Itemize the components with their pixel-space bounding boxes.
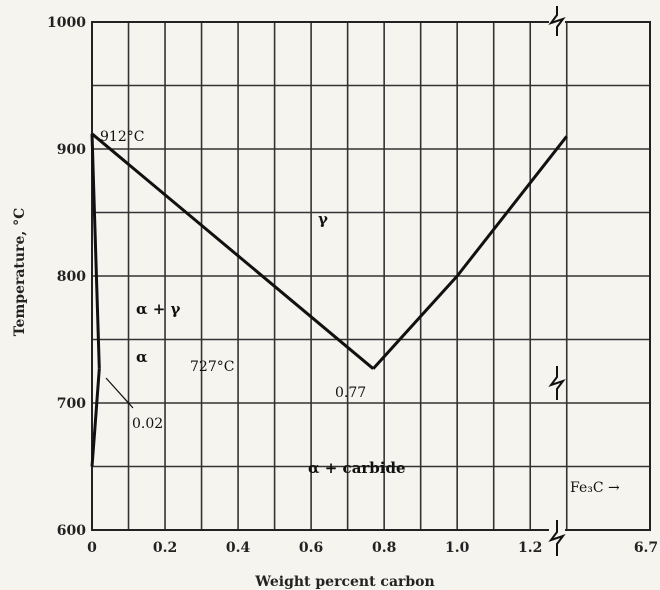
x-tick-label: 0.4 [226, 540, 251, 556]
axis-break-mark [548, 6, 566, 36]
y-tick-label: 1000 [47, 15, 86, 31]
annotation-gamma: γ [318, 210, 328, 228]
annotation-alpha-plus-carbide: α + carbide [308, 459, 406, 477]
annotation-fe3c: Fe₃C → [570, 480, 620, 496]
annotation-alpha: α [136, 348, 148, 366]
boundary-alpha-gamma [90, 133, 101, 369]
y-tick-label: 700 [57, 396, 86, 412]
boundary-a3 [91, 132, 375, 370]
x-tick-label: 0.6 [299, 540, 323, 556]
x-tick-label: 0 [87, 540, 97, 556]
annotation-alpha-plus-gamma: α + γ [136, 300, 181, 318]
y-axis-title: Temperature, °C [12, 208, 28, 337]
axis-break-mark [548, 520, 566, 556]
y-tick-label: 600 [57, 523, 86, 539]
x-axis-title: Weight percent carbon [254, 574, 434, 590]
x-tick-labels: 0 0.2 0.4 0.6 0.8 1.0 1.2 [87, 540, 542, 556]
plot-frame [91, 21, 651, 531]
grid-lines [92, 22, 650, 530]
x-tick-label: 1.2 [518, 540, 542, 556]
x-tick-label: 0.8 [372, 540, 396, 556]
boundary-acm [372, 135, 568, 370]
solubility-leader-line [105, 377, 134, 409]
annotation-727c: 727°C [190, 359, 234, 375]
x-tick-label: 1.0 [445, 540, 470, 556]
annotation-eutectoid-composition: 0.77 [335, 385, 366, 401]
axis-break-marks [548, 6, 566, 556]
x-tick-label: 0.2 [153, 540, 177, 556]
y-tick-labels: 600 700 800 900 1000 [47, 15, 86, 539]
axis-break-mark [548, 366, 566, 400]
boundary-alpha-solvus [90, 368, 101, 467]
annotation-912c: 912°C [100, 129, 144, 145]
y-tick-label: 800 [57, 269, 86, 285]
annotation-solubility-limit: 0.02 [132, 416, 163, 432]
x-tick-label-end: 6.7 [634, 540, 658, 556]
phase-boundaries [90, 132, 568, 467]
y-tick-label: 900 [57, 142, 86, 158]
